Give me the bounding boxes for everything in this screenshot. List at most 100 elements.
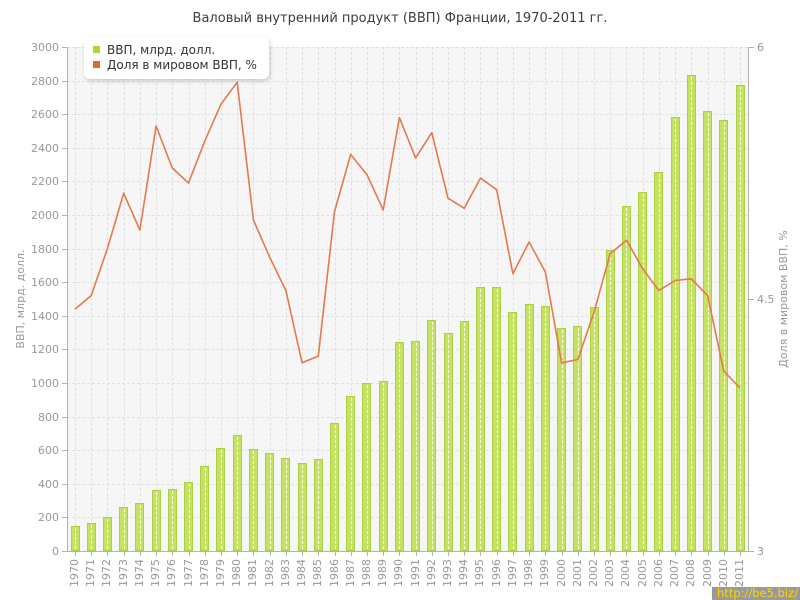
v-gridline <box>139 47 141 551</box>
gdp-bar-1989 <box>378 380 388 551</box>
x-tick <box>350 552 352 556</box>
v-gridline <box>594 47 596 551</box>
x-tick <box>561 552 563 556</box>
x-tick-label-1972: 1972 <box>100 559 114 587</box>
x-tick-label-1979: 1979 <box>213 559 227 587</box>
x-tick <box>740 552 741 556</box>
v-gridline <box>431 47 433 551</box>
bar-center-dash <box>383 382 385 549</box>
x-tick <box>691 552 693 556</box>
y-tick-left <box>62 147 67 149</box>
x-tick-label-2003: 2003 <box>603 559 617 587</box>
v-gridline <box>350 47 352 551</box>
legend-item-share[interactable]: Доля в мировом ВВП, % <box>93 57 257 72</box>
bar-center-dash <box>75 528 76 549</box>
v-gridline <box>334 47 336 551</box>
legend-label-gdp: ВВП, млрд. долл. <box>107 42 216 57</box>
bar-center-dash <box>334 425 336 549</box>
x-tick <box>415 552 417 556</box>
h-gridline <box>67 215 748 216</box>
legend-item-gdp[interactable]: ВВП, млрд. долл. <box>93 42 257 57</box>
bar-center-dash <box>740 86 741 549</box>
bar-center-dash <box>658 173 660 549</box>
bar-center-dash <box>496 288 498 549</box>
y-tick-label-right: 3 <box>757 545 764 558</box>
v-gridline <box>512 47 514 551</box>
h-gridline <box>67 483 748 485</box>
bar-center-dash <box>626 207 628 549</box>
bar-center-dash <box>253 451 255 549</box>
v-gridline <box>75 47 76 551</box>
y-tick-label-left: 1400 <box>31 309 59 323</box>
v-gridline <box>172 47 174 551</box>
bar-center-dash <box>642 193 644 549</box>
y-tick-label-left: 200 <box>38 511 59 525</box>
watermark-link[interactable]: http://be5.biz/ <box>712 587 800 600</box>
y-tick-label-left: 2400 <box>31 141 59 155</box>
bar-center-dash <box>431 322 433 549</box>
gdp-bar-1993 <box>443 332 453 551</box>
h-gridline <box>67 181 748 183</box>
gdp-bar-2001 <box>573 326 583 551</box>
y-tick-label-left: 600 <box>38 444 59 458</box>
bar-center-dash <box>399 344 401 549</box>
gdp-bar-1982 <box>265 453 275 551</box>
x-tick-label-2008: 2008 <box>684 559 698 587</box>
y-tick-left <box>62 315 67 317</box>
x-tick <box>285 552 287 556</box>
x-tick <box>91 552 93 556</box>
x-tick-label-1991: 1991 <box>408 559 422 587</box>
bar-center-dash <box>464 323 466 549</box>
bar-center-dash <box>723 122 725 549</box>
v-gridline <box>91 47 93 551</box>
x-tick-label-1996: 1996 <box>489 559 503 587</box>
v-gridline <box>302 47 304 551</box>
x-tick <box>123 552 125 556</box>
y-tick-label-left: 1200 <box>31 343 59 357</box>
gdp-bar-1972 <box>102 516 112 551</box>
y-tick-label-left: 1000 <box>31 377 59 390</box>
x-tick-label-2000: 2000 <box>554 559 568 587</box>
y-tick-left <box>62 282 67 284</box>
x-tick-label-1994: 1994 <box>457 559 471 587</box>
y-tick-left <box>62 416 67 418</box>
y-tick-left <box>62 483 67 485</box>
v-gridline <box>577 47 579 551</box>
v-gridline <box>464 47 466 551</box>
gdp-bar-2007 <box>670 117 680 551</box>
v-gridline <box>448 47 450 551</box>
v-gridline <box>188 47 190 551</box>
x-tick <box>496 552 498 556</box>
x-tick <box>529 552 531 556</box>
bar-center-dash <box>123 508 125 549</box>
bar-center-dash <box>529 306 531 549</box>
gdp-bar-1977 <box>184 482 194 551</box>
y-tick-label-left: 2600 <box>31 108 59 122</box>
x-tick <box>253 552 255 556</box>
x-tick <box>707 552 709 556</box>
h-gridline <box>67 315 748 317</box>
y-tick-label-left: 800 <box>38 410 59 424</box>
share-line-layer <box>74 81 741 389</box>
x-tick <box>302 552 304 556</box>
gdp-bar-1991 <box>411 341 421 551</box>
share-legend-swatch-icon <box>93 61 100 68</box>
x-tick <box>610 552 612 556</box>
y-tick-left <box>62 349 67 351</box>
gdp-bar-1994 <box>459 321 469 551</box>
h-gridline <box>67 147 748 149</box>
gdp-bar-1985 <box>313 458 323 551</box>
v-gridline <box>156 47 158 551</box>
y-tick-label-left: 0 <box>52 545 59 558</box>
x-tick-label-1993: 1993 <box>441 559 455 587</box>
x-tick <box>448 552 450 556</box>
x-tick <box>464 552 466 556</box>
x-tick-label-1976: 1976 <box>165 559 179 587</box>
bar-center-dash <box>220 449 222 549</box>
gdp-bar-2005 <box>638 191 648 551</box>
bar-center-dash <box>480 289 482 549</box>
gdp-bar-2003 <box>605 249 615 551</box>
x-tick-label-1975: 1975 <box>149 559 163 587</box>
x-tick-label-1989: 1989 <box>376 559 390 587</box>
h-gridline <box>67 450 748 452</box>
